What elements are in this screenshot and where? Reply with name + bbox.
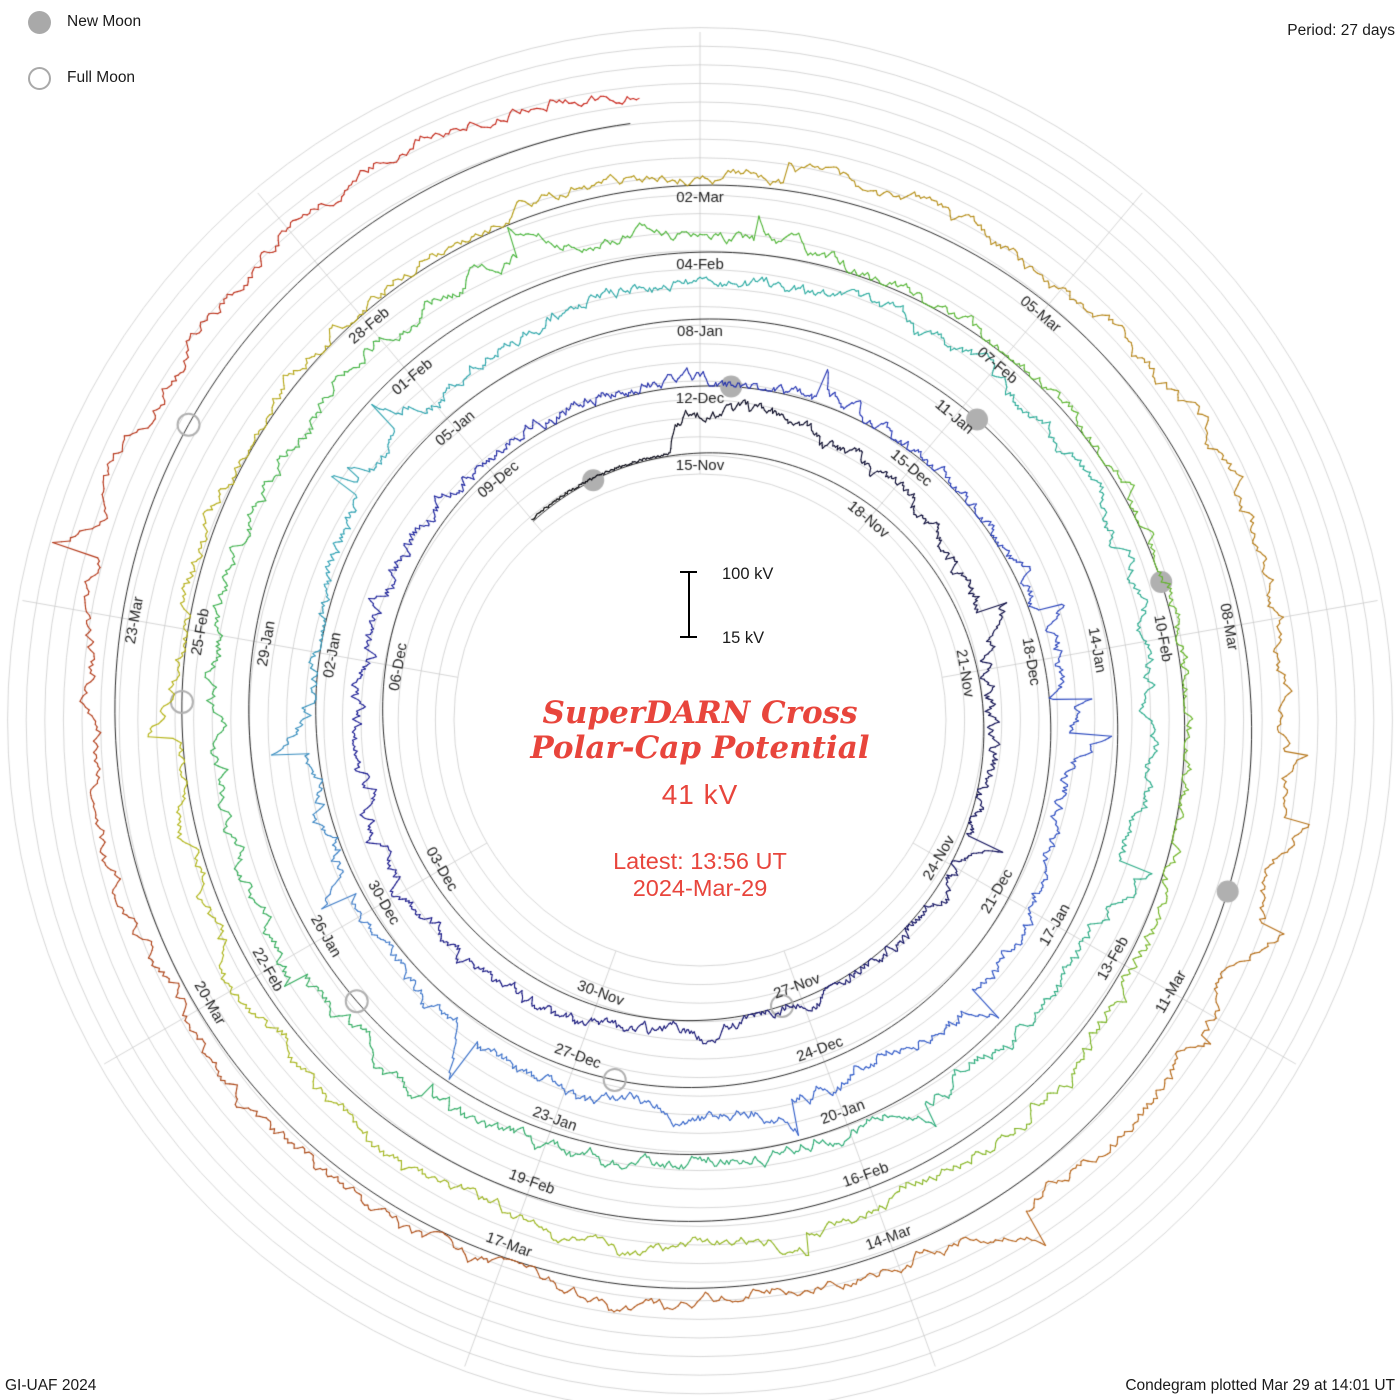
new-moon-icon [28, 10, 51, 34]
new-moon-legend-row: New Moon [28, 10, 141, 34]
chart-title-line1: SuperDARN Cross [542, 695, 858, 731]
center-annotation: SuperDARN Cross Polar-Cap Potential 41 k… [530, 696, 869, 902]
scale-top-label: 100 kV [722, 565, 774, 583]
full-moon-label: Full Moon [67, 69, 136, 86]
credit-label: GI-UAF 2024 [5, 1377, 97, 1394]
plotted-timestamp-label: Condegram plotted Mar 29 at 14:01 UT [1125, 1377, 1395, 1394]
new-moon-label: New Moon [67, 13, 142, 30]
kv-scale-bar [680, 571, 697, 638]
latest-date: 2024-Mar-29 [632, 875, 768, 901]
latest-time: Latest: 13:56 UT [613, 848, 787, 874]
scale-bottom-label: 15 kV [722, 629, 765, 647]
period-label: Period: 27 days [1287, 22, 1395, 39]
current-value: 41 kV [661, 779, 739, 810]
full-moon-legend-row: Full Moon [28, 66, 141, 90]
full-moon-icon [28, 66, 51, 90]
moon-legend: New Moon Full Moon [28, 10, 141, 122]
chart-title-line2: Polar-Cap Potential [530, 730, 870, 766]
